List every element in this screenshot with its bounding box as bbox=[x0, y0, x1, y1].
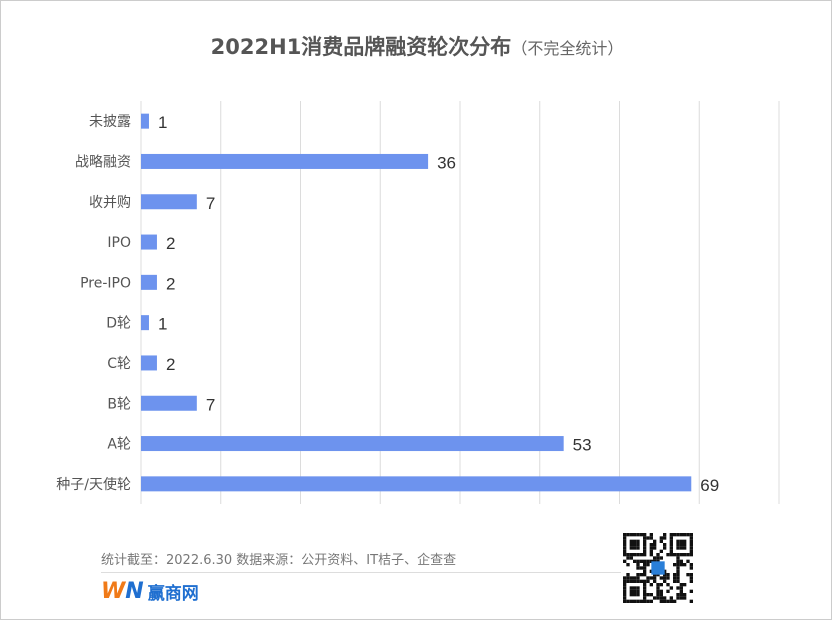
data-label: 7 bbox=[206, 194, 215, 213]
data-label: 7 bbox=[206, 395, 215, 414]
data-label: 1 bbox=[158, 315, 167, 334]
qr-code-icon bbox=[623, 533, 693, 603]
bar bbox=[141, 436, 564, 452]
bar bbox=[141, 153, 429, 169]
chart-title: 2022H1消费品牌融资轮次分布 bbox=[210, 35, 512, 59]
data-label: 69 bbox=[700, 476, 719, 495]
source-note: 统计截至：2022.6.30 数据来源：公开资料、IT桔子、企查查 bbox=[101, 553, 457, 568]
category-label: 未披露 bbox=[89, 114, 131, 130]
data-label: 1 bbox=[158, 113, 167, 132]
divider bbox=[101, 572, 621, 573]
bar bbox=[141, 476, 692, 492]
category-label: IPO bbox=[107, 235, 131, 251]
bar bbox=[141, 194, 197, 210]
logo-mark-icon: WN bbox=[101, 579, 144, 604]
data-label: 36 bbox=[437, 153, 456, 172]
data-label: 2 bbox=[166, 355, 175, 374]
data-label: 2 bbox=[166, 234, 175, 253]
bar bbox=[141, 274, 157, 290]
category-label: Pre-IPO bbox=[80, 275, 131, 291]
logo-text: 赢商网 bbox=[147, 584, 199, 604]
bar bbox=[141, 355, 157, 371]
category-label: D轮 bbox=[106, 316, 131, 332]
category-label: C轮 bbox=[107, 356, 131, 372]
category-label: 战略融资 bbox=[75, 154, 131, 170]
bar bbox=[141, 315, 149, 331]
chart-title-block: 2022H1消费品牌融资轮次分布（不完全统计） bbox=[1, 31, 831, 61]
category-label: B轮 bbox=[107, 396, 131, 412]
bar bbox=[141, 113, 149, 129]
category-label: 种子/天使轮 bbox=[56, 476, 131, 493]
category-label: 收并购 bbox=[89, 195, 131, 211]
bar bbox=[141, 234, 157, 250]
logo: WN 赢商网 bbox=[101, 579, 199, 604]
chart-subtitle: （不完全统计） bbox=[511, 39, 624, 58]
category-label: A轮 bbox=[107, 437, 131, 453]
data-label: 2 bbox=[166, 274, 175, 293]
bar bbox=[141, 395, 197, 411]
data-label: 53 bbox=[573, 436, 592, 455]
